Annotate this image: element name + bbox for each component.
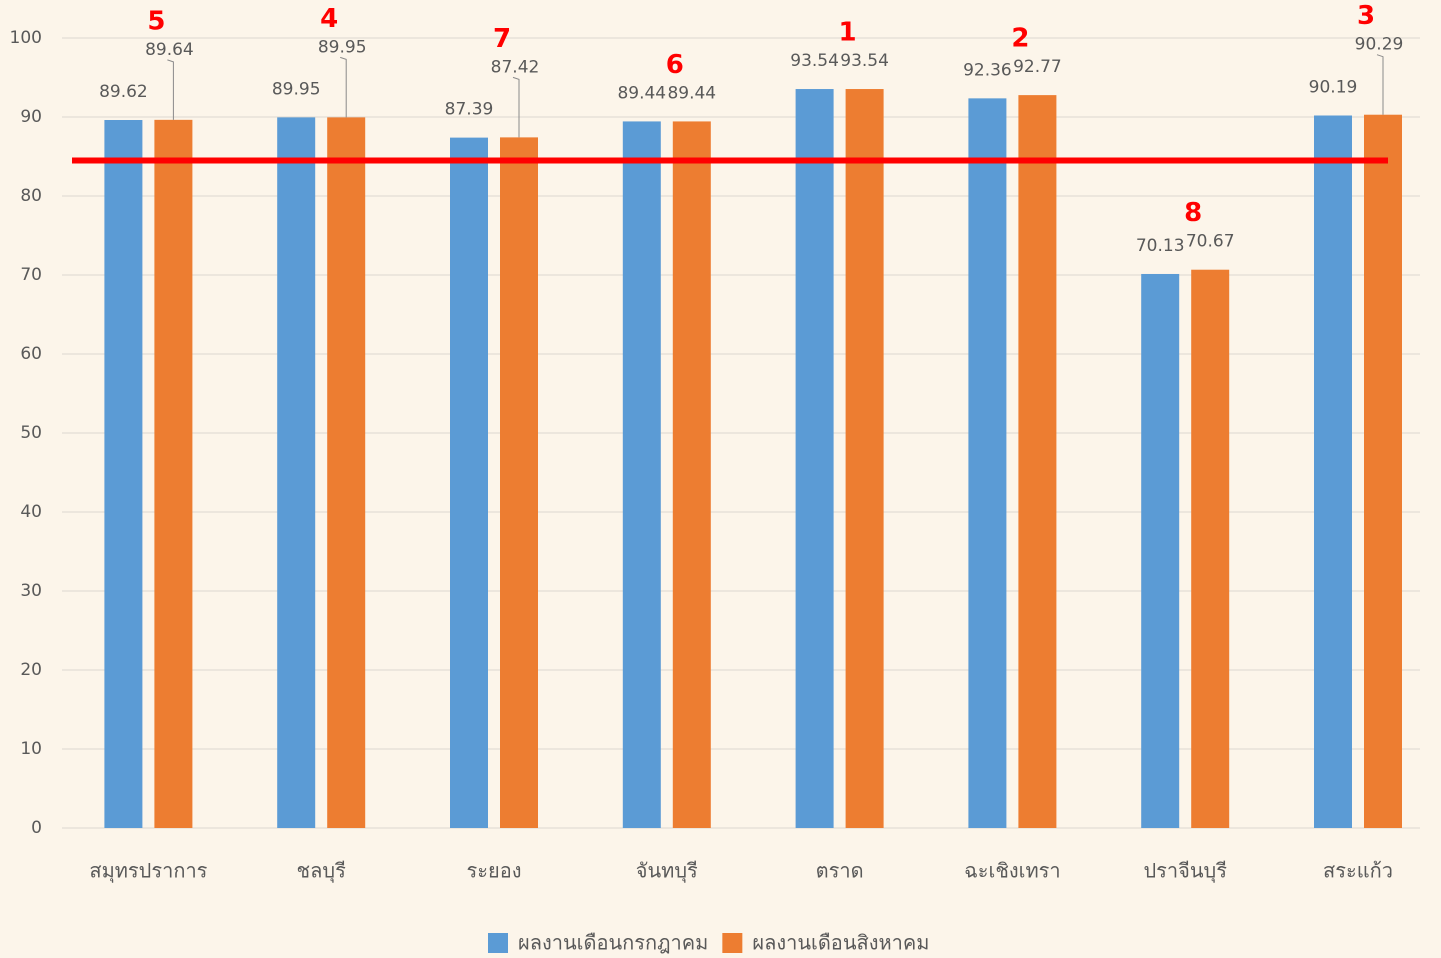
bar	[1314, 115, 1352, 828]
bar	[154, 119, 193, 829]
rank-annotation: 5	[147, 6, 165, 36]
value-label: 93.54	[790, 51, 839, 71]
value-label: 89.64	[145, 40, 194, 60]
value-label: 70.67	[1186, 232, 1235, 252]
bar	[845, 89, 884, 828]
bar	[1141, 273, 1180, 828]
rank-annotation: 7	[493, 24, 511, 54]
bar	[277, 117, 316, 828]
bar	[672, 121, 711, 828]
bar	[104, 120, 143, 828]
y-tick-label: 10	[20, 739, 42, 759]
value-label: 90.19	[1309, 77, 1358, 97]
bar	[968, 98, 1007, 828]
x-tick-label: ตราด	[816, 859, 864, 883]
bar	[795, 89, 834, 828]
value-label: 92.77	[1013, 57, 1062, 77]
legend-label: ผลงานเดือนสิงหาคม	[752, 931, 929, 955]
rank-annotation: 2	[1011, 24, 1029, 54]
value-label: 89.95	[318, 37, 367, 57]
x-tick-label: ระยอง	[467, 859, 522, 883]
bar	[622, 121, 661, 828]
y-tick-label: 40	[20, 502, 42, 522]
value-label: 89.44	[617, 83, 666, 103]
leader-line	[167, 59, 174, 120]
leader-line	[1376, 54, 1384, 115]
y-tick-label: 100	[10, 28, 42, 48]
legend-label: ผลงานเดือนกรกฎาคม	[518, 931, 708, 955]
x-tick-label: จันทบุรี	[636, 859, 698, 884]
y-tick-label: 60	[20, 344, 42, 364]
x-tick-label: ฉะเชิงเทรา	[964, 859, 1061, 883]
bar	[450, 137, 488, 828]
x-tick-label: ชลบุรี	[297, 859, 347, 884]
bar	[1191, 269, 1230, 828]
x-tick-label: ปราจีนบุรี	[1143, 859, 1227, 884]
y-tick-label: 70	[20, 265, 42, 285]
rank-annotation: 3	[1357, 1, 1375, 31]
rank-annotation: 6	[666, 50, 684, 80]
bar	[1018, 95, 1057, 828]
y-tick-label: 90	[20, 107, 42, 127]
x-tick-label: สระแก้ว	[1323, 859, 1393, 883]
value-label: 87.39	[445, 100, 494, 120]
value-label: 89.62	[99, 82, 148, 102]
value-label: 87.42	[491, 57, 540, 77]
y-tick-label: 30	[20, 581, 42, 601]
y-tick-label: 20	[20, 660, 42, 680]
rank-annotation: 8	[1184, 198, 1202, 228]
legend-swatch	[488, 933, 508, 953]
value-label: 93.54	[840, 51, 889, 71]
rank-annotation: 1	[839, 18, 857, 48]
bar	[1364, 114, 1402, 829]
value-label: 92.36	[963, 60, 1012, 80]
bar	[500, 137, 538, 828]
value-label: 89.44	[667, 83, 716, 103]
y-tick-label: 80	[20, 186, 42, 206]
rank-annotation: 4	[320, 4, 338, 34]
leader-line	[512, 76, 520, 138]
legend-swatch	[722, 933, 743, 953]
leader-line	[340, 56, 347, 118]
value-label: 70.13	[1136, 236, 1185, 256]
x-tick-label: สมุทรปราการ	[89, 859, 207, 884]
value-label: 89.95	[272, 79, 321, 99]
y-tick-label: 50	[20, 423, 42, 443]
value-label: 90.29	[1355, 35, 1404, 55]
y-tick-label: 0	[31, 818, 42, 838]
bar	[327, 117, 366, 828]
